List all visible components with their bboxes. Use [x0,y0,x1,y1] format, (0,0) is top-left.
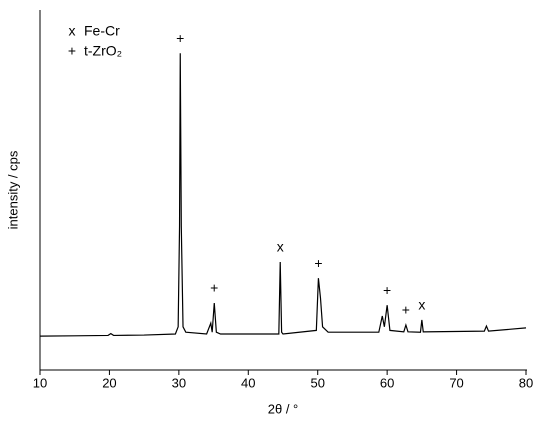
legend-symbol: + [68,43,76,59]
data-line [39,53,527,337]
x-tick-label: 50 [310,375,324,390]
x-tick-label: 30 [172,375,186,390]
x-tick-label: 70 [449,375,463,390]
x-tick-label: 10 [33,375,47,390]
legend-label: Fe-Cr [84,23,120,39]
legend-label: t-ZrO₂ [84,43,122,59]
y-axis-label: intensity / cps [5,150,20,229]
x-tick-label: 40 [241,375,255,390]
x-tick-label: 60 [380,375,394,390]
x-axis-label: 2θ / ° [268,401,299,416]
x-tick-label: 80 [519,375,533,390]
x-tick-label: 20 [102,375,116,390]
legend-symbol: x [69,23,76,39]
peak-marker: x [277,239,284,255]
peak-marker: + [176,30,184,46]
peak-marker: + [383,282,391,298]
peak-marker: + [314,255,322,271]
peak-marker: x [418,297,425,313]
peak-marker: + [402,302,410,318]
peak-marker: + [210,280,218,296]
